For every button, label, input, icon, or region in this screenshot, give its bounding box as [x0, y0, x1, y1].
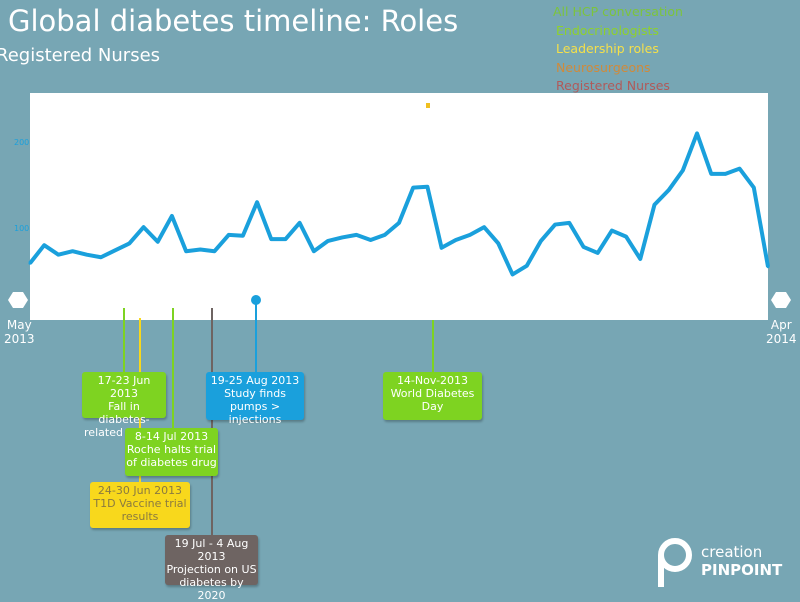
- data-point[interactable]: [326, 239, 330, 243]
- event-date: 24-30 Jun 2013: [97, 484, 183, 497]
- event-box[interactable]: 19-25 Aug 2013 Study finds pumps > inject…: [206, 372, 304, 426]
- data-point[interactable]: [567, 221, 571, 225]
- data-point[interactable]: [298, 221, 302, 225]
- data-point[interactable]: [213, 249, 216, 253]
- logo-line2: PINPOINT: [701, 561, 783, 579]
- event-text: Projection on US diabetes by 2020: [166, 563, 257, 602]
- data-point[interactable]: [85, 253, 89, 257]
- event-date: 14-Nov-2013: [396, 374, 469, 387]
- data-point[interactable]: [170, 214, 174, 218]
- data-point[interactable]: [667, 188, 671, 192]
- data-point[interactable]: [624, 235, 628, 239]
- data-point[interactable]: [596, 251, 600, 255]
- data-point[interactable]: [695, 131, 699, 135]
- legend-item[interactable]: All HCP conversation: [553, 4, 683, 19]
- event-box[interactable]: 17-23 Jun 2013 Fall in diabetes-related d…: [82, 372, 166, 439]
- range-slider-handle[interactable]: [771, 292, 791, 308]
- event-text: Study finds pumps > injections: [224, 387, 286, 426]
- data-point[interactable]: [283, 237, 287, 241]
- data-point[interactable]: [312, 249, 316, 253]
- event-box[interactable]: 14-Nov-2013 World Diabetes Day: [383, 372, 482, 420]
- event-text: Roche halts trial of diabetes drug: [126, 443, 217, 469]
- data-point[interactable]: [482, 225, 486, 229]
- data-point[interactable]: [638, 257, 642, 261]
- data-point[interactable]: [553, 223, 557, 227]
- legend-item[interactable]: Endocrinologists: [556, 22, 659, 38]
- data-point[interactable]: [99, 255, 103, 259]
- data-point[interactable]: [71, 249, 75, 253]
- event-date: 19-25 Aug 2013: [210, 374, 300, 387]
- event-date: 17-23 Jun 2013: [97, 374, 151, 400]
- data-point[interactable]: [496, 241, 500, 245]
- data-point[interactable]: [582, 245, 585, 249]
- data-point[interactable]: [42, 243, 46, 247]
- data-point[interactable]: [723, 172, 727, 176]
- data-point[interactable]: [752, 186, 756, 190]
- data-point[interactable]: [681, 168, 685, 172]
- event-box[interactable]: 24-30 Jun 2013 T1D Vaccine trial results: [90, 482, 190, 528]
- data-point[interactable]: [525, 264, 529, 268]
- data-point[interactable]: [340, 235, 344, 239]
- data-point[interactable]: [227, 233, 231, 237]
- chart-subtitle: Registered Nurses: [0, 45, 161, 66]
- data-point[interactable]: [738, 167, 742, 171]
- x-tick-start: May 2013: [4, 318, 35, 346]
- data-point[interactable]: [411, 186, 415, 190]
- data-point[interactable]: [454, 238, 458, 242]
- legend: All HCP conversation Endocrinologists Lead…: [553, 3, 683, 96]
- y-tick-label: 100: [14, 224, 29, 233]
- x-tick-month: May: [6, 318, 32, 332]
- legend-item[interactable]: Neurosurgeons: [556, 59, 651, 75]
- data-point[interactable]: [440, 246, 444, 250]
- data-point[interactable]: [269, 237, 273, 241]
- data-point[interactable]: [369, 238, 373, 242]
- data-point[interactable]: [652, 203, 656, 207]
- legend-item[interactable]: Leadership roles: [556, 41, 659, 56]
- chart-title: Global diabetes timeline: Roles: [8, 4, 459, 38]
- event-text: World Diabetes Day: [390, 387, 475, 413]
- data-point[interactable]: [539, 239, 543, 243]
- marker: [426, 103, 430, 108]
- legend-item[interactable]: Registered Nurses: [556, 78, 670, 93]
- data-point[interactable]: [142, 225, 146, 229]
- data-point[interactable]: [610, 229, 614, 233]
- event-date: 19 Jul - 4 Aug 2013: [174, 537, 249, 563]
- data-point[interactable]: [127, 241, 131, 245]
- event-text: T1D Vaccine trial results: [93, 497, 187, 523]
- range-slider-handle[interactable]: [8, 292, 28, 308]
- event-box[interactable]: 19 Jul - 4 Aug 2013 Projection on US diab…: [165, 535, 258, 602]
- x-tick-end: Apr 2014: [766, 318, 797, 346]
- y-tick-label: 200: [14, 138, 29, 147]
- data-point[interactable]: [766, 265, 770, 269]
- data-point[interactable]: [113, 248, 117, 252]
- data-point[interactable]: [198, 248, 202, 251]
- event-box[interactable]: 8-14 Jul 2013 Roche halts trial of diabet…: [125, 428, 218, 476]
- data-point[interactable]: [425, 185, 429, 189]
- data-point[interactable]: [28, 261, 32, 265]
- data-point[interactable]: [354, 233, 358, 237]
- logo-line1: creation: [701, 543, 762, 561]
- data-point[interactable]: [241, 234, 245, 238]
- x-tick-month: Apr: [770, 318, 792, 332]
- creation-pinpoint-logo: creation PINPOINT: [655, 533, 795, 593]
- data-point[interactable]: [56, 253, 60, 257]
- data-point[interactable]: [383, 233, 387, 237]
- data-point[interactable]: [468, 233, 472, 237]
- data-point[interactable]: [397, 221, 401, 225]
- x-tick-year: 2013: [4, 332, 35, 346]
- data-point[interactable]: [255, 200, 259, 204]
- data-point[interactable]: [156, 240, 160, 244]
- plot-area: [30, 93, 768, 320]
- event-marker[interactable]: [251, 295, 261, 305]
- x-tick-year: 2014: [766, 332, 797, 346]
- data-point[interactable]: [511, 272, 515, 276]
- event-date: 8-14 Jul 2013: [134, 430, 209, 443]
- data-point[interactable]: [709, 172, 713, 176]
- data-point[interactable]: [184, 249, 188, 253]
